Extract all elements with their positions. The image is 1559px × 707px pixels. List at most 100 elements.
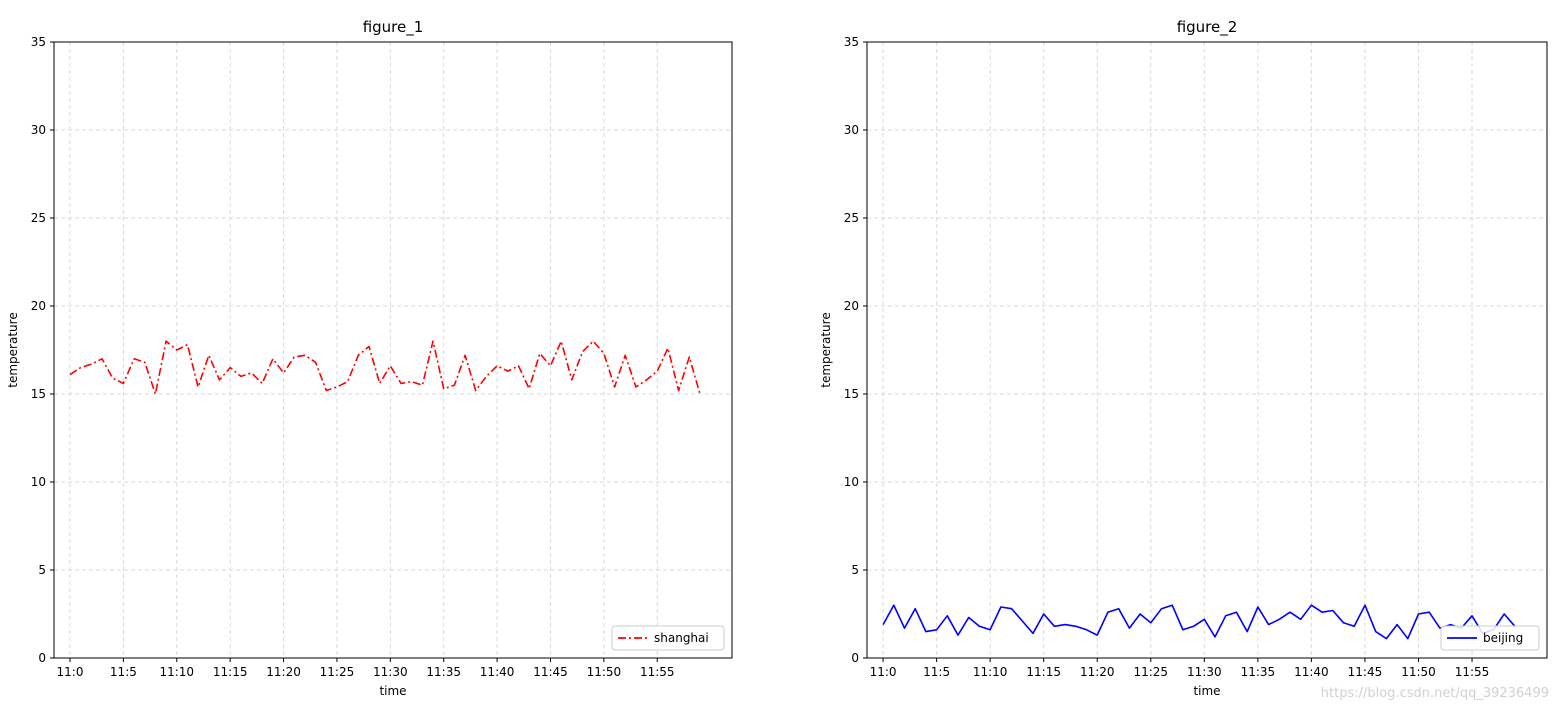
data-point bbox=[144, 362, 145, 363]
x-tick-label: 11:10 bbox=[159, 665, 194, 679]
data-point bbox=[294, 356, 295, 357]
data-point bbox=[486, 376, 487, 377]
data-point bbox=[112, 378, 113, 379]
data-point bbox=[1407, 638, 1408, 639]
chart-panel-1: 0 5 10 15 20 25 30 35 11:0 11:5 11:10 11:15 11:20 11:… bbox=[6, 18, 733, 698]
legend-label: shanghai bbox=[654, 631, 709, 645]
data-point bbox=[635, 386, 636, 387]
data-point bbox=[1140, 613, 1141, 614]
x-tick-label: 11:30 bbox=[373, 665, 408, 679]
data-point bbox=[411, 381, 412, 382]
x-tick-label: 11:5 bbox=[923, 665, 950, 679]
data-point bbox=[1214, 636, 1215, 637]
data-point bbox=[582, 351, 583, 352]
data-point bbox=[497, 365, 498, 366]
data-point bbox=[657, 371, 658, 372]
data-point bbox=[1193, 626, 1194, 627]
data-point bbox=[689, 356, 690, 357]
data-point bbox=[187, 344, 188, 345]
data-point bbox=[1257, 606, 1258, 607]
y-tick-label: 35 bbox=[31, 35, 46, 49]
data-point bbox=[358, 355, 359, 356]
data-point bbox=[101, 358, 102, 359]
data-point bbox=[1439, 628, 1440, 629]
x-tick-label: 11:15 bbox=[1026, 665, 1061, 679]
data-point bbox=[465, 355, 466, 356]
data-point bbox=[507, 371, 508, 372]
x-tick-label: 11:55 bbox=[640, 665, 675, 679]
data-point bbox=[1065, 624, 1066, 625]
data-point bbox=[678, 390, 679, 391]
data-point bbox=[1086, 629, 1087, 630]
y-tick-label: 0 bbox=[851, 651, 859, 665]
data-point bbox=[262, 383, 263, 384]
data-point bbox=[1097, 635, 1098, 636]
x-tick-label: 11:10 bbox=[973, 665, 1008, 679]
data-point bbox=[699, 393, 700, 394]
y-axis-label: temperature bbox=[819, 312, 833, 387]
data-point bbox=[1343, 622, 1344, 623]
x-tick-label: 11:45 bbox=[1348, 665, 1383, 679]
data-point bbox=[230, 367, 231, 368]
data-point bbox=[1129, 628, 1130, 629]
data-point bbox=[315, 362, 316, 363]
x-tick-label: 11:50 bbox=[1401, 665, 1436, 679]
legend-label: beijing bbox=[1483, 631, 1523, 645]
data-point bbox=[1418, 613, 1419, 614]
x-tick-label: 11:20 bbox=[266, 665, 301, 679]
data-point bbox=[155, 393, 156, 394]
data-point bbox=[603, 353, 604, 354]
y-tick-label: 0 bbox=[38, 651, 46, 665]
y-tick-label: 15 bbox=[31, 387, 46, 401]
data-point bbox=[1150, 622, 1151, 623]
data-point bbox=[134, 358, 135, 359]
data-point bbox=[166, 341, 167, 342]
x-tick-label: 11:25 bbox=[1133, 665, 1168, 679]
data-point bbox=[1022, 620, 1023, 621]
data-point bbox=[893, 605, 894, 606]
data-point bbox=[219, 379, 220, 380]
data-point bbox=[518, 365, 519, 366]
data-point bbox=[1236, 612, 1237, 613]
x-tick-label: 11:40 bbox=[1294, 665, 1329, 679]
data-point bbox=[368, 346, 369, 347]
data-point bbox=[1000, 606, 1001, 607]
data-point bbox=[208, 355, 209, 356]
data-point bbox=[614, 386, 615, 387]
x-axis-label: time bbox=[379, 684, 406, 698]
data-point bbox=[1471, 615, 1472, 616]
data-point bbox=[326, 390, 327, 391]
data-point bbox=[904, 628, 905, 629]
y-tick-label: 10 bbox=[844, 475, 859, 489]
data-point bbox=[1279, 619, 1280, 620]
x-tick-label: 11:5 bbox=[110, 665, 137, 679]
data-point bbox=[593, 341, 594, 342]
data-point bbox=[1429, 612, 1430, 613]
series-line-shanghai bbox=[69, 340, 701, 395]
data-point bbox=[1504, 613, 1505, 614]
y-tick-label: 20 bbox=[844, 299, 859, 313]
data-point bbox=[667, 348, 668, 349]
data-point bbox=[240, 376, 241, 377]
data-point bbox=[1118, 608, 1119, 609]
x-tick-label: 11:15 bbox=[213, 665, 248, 679]
data-point bbox=[915, 608, 916, 609]
data-point bbox=[336, 386, 337, 387]
data-point bbox=[925, 631, 926, 632]
data-point bbox=[550, 365, 551, 366]
data-point bbox=[91, 364, 92, 365]
x-tick-label: 11:0 bbox=[57, 665, 84, 679]
data-point bbox=[1364, 605, 1365, 606]
data-point bbox=[379, 383, 380, 384]
series-line-beijing bbox=[882, 604, 1516, 640]
data-point bbox=[529, 388, 530, 389]
data-point bbox=[1075, 626, 1076, 627]
data-point bbox=[390, 365, 391, 366]
chart-title: figure_1 bbox=[363, 18, 424, 37]
data-point bbox=[979, 626, 980, 627]
data-point bbox=[1172, 605, 1173, 606]
data-point bbox=[1225, 615, 1226, 616]
data-point bbox=[1397, 624, 1398, 625]
data-point bbox=[1354, 626, 1355, 627]
watermark-text: https://blog.csdn.net/qq_39236499 bbox=[1320, 686, 1549, 701]
